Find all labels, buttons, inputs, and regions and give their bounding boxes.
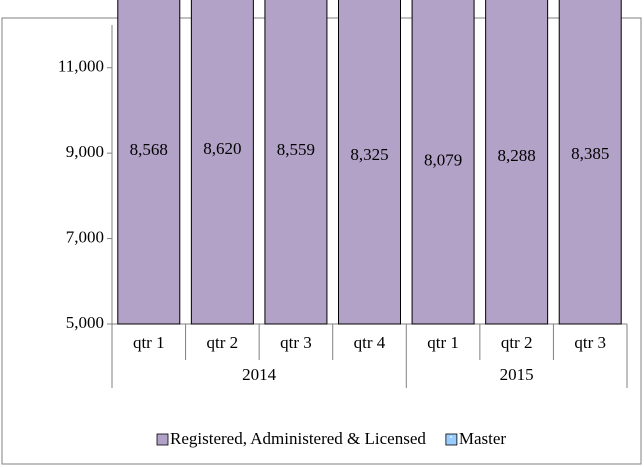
bar-segment: [117, 0, 181, 325]
legend-swatch: [445, 433, 458, 446]
x-tick-label: qtr 2: [207, 333, 239, 352]
x-tick-label: qtr 3: [280, 333, 312, 352]
value-label: 8,568: [130, 140, 168, 159]
y-tick-label: 7,000: [66, 227, 104, 246]
y-tick-label: 9,000: [66, 142, 104, 161]
group-label: 2015: [500, 365, 534, 384]
bar-segment: [264, 0, 328, 325]
y-tick-label: 11,000: [58, 57, 104, 76]
bar-segment: [411, 0, 475, 325]
value-label: 8,079: [424, 150, 462, 169]
value-label: 8,620: [203, 139, 241, 158]
y-tick-label: 5,000: [66, 313, 104, 332]
value-label: 8,559: [277, 140, 315, 159]
value-label: 8,325: [350, 145, 388, 164]
x-tick-label: qtr 4: [354, 333, 386, 352]
bar-segment: [485, 0, 549, 325]
value-label: 8,385: [571, 144, 609, 163]
legend-label: Registered, Administered & Licensed: [170, 429, 426, 448]
x-tick-label: qtr 1: [133, 333, 165, 352]
legend-label: Master: [459, 429, 507, 448]
bar-segment: [190, 0, 254, 325]
bar-segment: [558, 0, 622, 325]
bar-segment: [338, 0, 401, 325]
x-tick-label: qtr 2: [501, 333, 533, 352]
x-tick-label: qtr 1: [427, 333, 459, 352]
value-label: 8,288: [498, 146, 536, 165]
legend-swatch: [156, 433, 169, 446]
x-tick-label: qtr 3: [574, 333, 606, 352]
group-label: 2014: [242, 365, 277, 384]
